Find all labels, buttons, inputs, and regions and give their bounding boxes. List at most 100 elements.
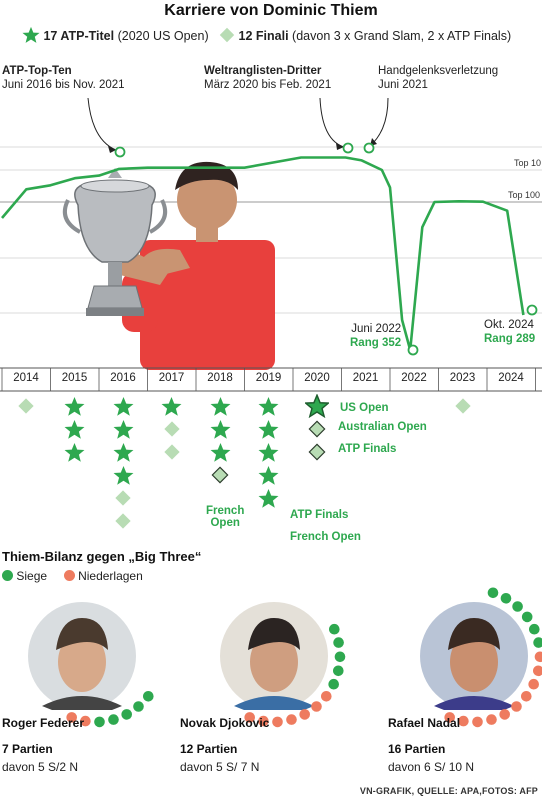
win-dot: [329, 623, 340, 635]
portrait-shirt: [42, 696, 122, 710]
portrait-face: [450, 632, 498, 692]
x-tick-label: 2021: [352, 372, 379, 384]
partien-federer: 7 Partien: [2, 742, 53, 756]
win-dot: [521, 611, 533, 623]
x-tick-label: 2023: [449, 372, 476, 384]
top-legend: 17 ATP-Titel (2020 US Open) 12 Finali (d…: [22, 26, 511, 44]
final-diamond-icon: [308, 420, 326, 438]
loss-dot: [444, 712, 456, 723]
title-star-icon: [210, 419, 231, 439]
player-name-djokovic: Novak Djokovic: [180, 716, 270, 730]
title-star-icon: [258, 442, 279, 462]
player-photo: [63, 161, 275, 370]
final-diamond-icon: [308, 443, 326, 461]
loss-dot: [499, 709, 511, 720]
diamond-icon: [219, 27, 235, 43]
title-star-icon: [64, 396, 85, 416]
win-dot: [512, 601, 523, 612]
loss-dot: [258, 715, 269, 727]
marker-low: [407, 344, 419, 356]
title-star-icon: [305, 394, 330, 418]
final-label-us-open: US Open: [340, 402, 389, 414]
portrait-shirt: [434, 696, 514, 710]
player-name-nadal: Rafael Nadal: [388, 716, 461, 730]
finals-note: (davon 3 x Grand Slam, 2 x ATP Finals): [292, 29, 512, 43]
players-graphic: [28, 587, 542, 728]
x-tick-label: 2014: [13, 372, 39, 384]
win-dot: [487, 587, 499, 599]
x-tick-label: 2017: [158, 372, 185, 384]
annotation-injury-date: Juni 2021: [378, 79, 428, 91]
win-label: Siege: [16, 569, 48, 583]
annotation-top-ten-title: ATP-Top-Ten: [2, 65, 72, 77]
portrait-face: [250, 632, 298, 692]
final-diamond-icon: [164, 421, 180, 437]
year-ticks: [1, 368, 536, 391]
title-star-icon: [258, 465, 279, 485]
titles-count: 17 ATP-Titel: [43, 29, 115, 43]
loss-dot: [286, 714, 297, 725]
x-tick-label: 2020: [304, 372, 330, 384]
x-tick-label: 2016: [110, 372, 136, 384]
final-diamond-icon: [211, 466, 229, 484]
partien-nadal: 16 Partien: [388, 742, 446, 756]
loss-dot: [272, 716, 283, 728]
loss-dot: [511, 701, 522, 712]
annotation-injury-title: Handgelenksverletzung: [378, 65, 499, 77]
title-star-icon: [161, 396, 182, 416]
loss-label: Niederlagen: [78, 569, 143, 583]
win-dot-icon: [2, 570, 13, 581]
loss-dot: [472, 716, 483, 728]
big-three-legend: Siege Niederlagen: [2, 569, 143, 583]
final-label-atp-finals-2019: ATP Finals: [290, 509, 349, 521]
title-star-icon: [113, 396, 134, 416]
annotation-end-rank-label: Rang: [484, 333, 513, 345]
annotation-arrow: [87, 97, 117, 151]
loss-dot: [486, 714, 497, 725]
player-portrait-1: [220, 602, 328, 710]
annotation-low: Juni 2022 Rang 352: [350, 322, 401, 350]
title-star-icon: [258, 488, 279, 508]
annotation-top-ten: ATP-Top-Ten Juni 2016 bis Nov. 2021: [2, 64, 125, 92]
final-us-open: US Open: [312, 398, 389, 416]
star-icon: [22, 26, 40, 43]
loss-dot: [458, 715, 469, 727]
annotation-end-date: Okt. 2024: [484, 319, 534, 331]
marker-world-third: [342, 142, 354, 154]
win-dot: [529, 623, 540, 635]
annotation-third-dates: März 2020 bis Feb. 2021: [204, 79, 332, 91]
final-label-australian-open: Australian Open: [338, 421, 427, 433]
win-dot: [328, 678, 340, 690]
win-dot: [533, 637, 542, 648]
title-star-icon: [258, 396, 279, 416]
portrait-face: [58, 632, 106, 692]
ranking-line: [1, 156, 525, 352]
annotation-world-third: Weltranglisten-Dritter März 2020 bis Feb…: [204, 64, 331, 92]
x-tick-label: 2022: [401, 372, 427, 384]
win-dot: [94, 716, 105, 728]
loss-dot: [533, 665, 542, 677]
annotation-arrowhead: [108, 146, 116, 153]
annotation-low-date: Juni 2022: [351, 323, 402, 335]
loss-dot-icon: [63, 570, 75, 581]
title-star-icon: [258, 419, 279, 439]
record-djokovic: davon 5 S/ 7 N: [180, 760, 260, 774]
title-star-icon: [113, 419, 134, 439]
record-federer: davon 5 S/2 N: [2, 760, 79, 774]
loss-dot: [528, 678, 539, 690]
annotation-low-rank: 352: [381, 337, 402, 349]
portrait-hair: [448, 618, 500, 650]
win-dot: [333, 637, 344, 648]
annotation-end-rank: 289: [515, 333, 536, 345]
loss-dot: [311, 701, 322, 712]
loss-dot: [66, 712, 77, 723]
title-star-icon: [113, 465, 134, 485]
x-tick-label: 2024: [498, 372, 524, 384]
finals-count: 12 Finali: [238, 29, 289, 43]
loss-dot: [244, 712, 255, 723]
annotation-injury: Handgelenksverletzung Juni 2021: [378, 64, 498, 92]
credit: VN-GRAFIK, QUELLE: APA,FOTOS: AFP: [359, 786, 538, 796]
portrait-hair: [56, 618, 108, 650]
final-diamond-icon: [115, 490, 131, 506]
top10-label: Top 10: [514, 158, 541, 168]
